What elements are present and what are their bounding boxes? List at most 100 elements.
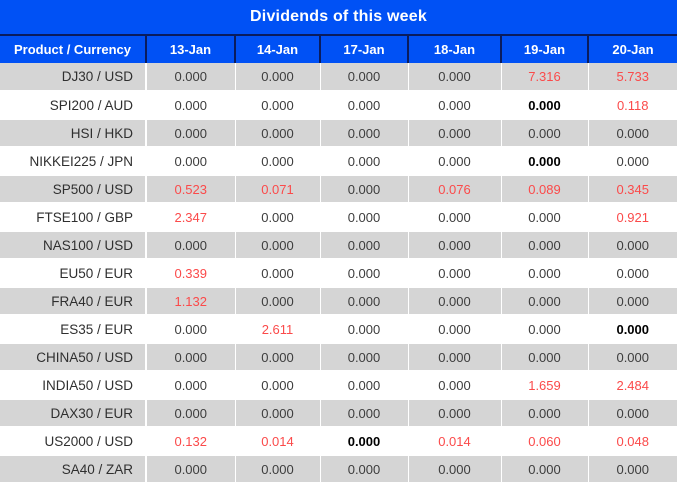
column-header-product-currency: Product / Currency (0, 34, 146, 63)
dividend-value-cell: 0.000 (500, 455, 588, 484)
product-cell: SPI200 / AUD (0, 91, 146, 120)
table-row: FTSE100 / GBP 2.347 0.000 0.000 0.000 0.000 0.… (0, 203, 677, 232)
table-row: SPI200 / AUD 0.000 0.000 0.000 0.000 0.000 0.1… (0, 91, 677, 120)
dividend-value-cell: 5.733 (587, 63, 677, 92)
dividend-value-cell: 0.000 (587, 147, 677, 176)
dividend-value-cell: 0.014 (407, 427, 501, 456)
product-cell: SP500 / USD (0, 175, 146, 204)
dividend-value-cell: 0.000 (407, 119, 501, 148)
dividend-value-cell: 0.000 (145, 371, 235, 400)
dividend-value-cell: 0.000 (407, 399, 501, 428)
table-row: FRA40 / EUR 1.132 0.000 0.000 0.000 0.000 0.00… (0, 287, 677, 316)
dividend-value-cell: 0.000 (500, 231, 588, 260)
dividend-value-cell: 0.118 (587, 91, 677, 120)
table-row: US2000 / USD 0.132 0.014 0.000 0.014 0.060 0.0… (0, 427, 677, 456)
product-cell: DAX30 / EUR (0, 399, 146, 428)
table-row: CHINA50 / USD 0.000 0.000 0.000 0.000 0.000 0.… (0, 343, 677, 372)
dividends-table: Product / Currency 13-Jan 14-Jan 17-Jan 18-J… (0, 34, 677, 484)
dividend-value-cell: 0.000 (145, 63, 235, 92)
dividend-value-cell: 0.000 (234, 63, 320, 92)
product-cell: CHINA50 / USD (0, 343, 146, 372)
dividend-value-cell: 2.611 (234, 315, 320, 344)
dividend-value-cell: 0.000 (319, 343, 408, 372)
product-cell: INDIA50 / USD (0, 371, 146, 400)
dividend-value-cell: 0.000 (500, 203, 588, 232)
dividend-value-cell: 0.000 (587, 119, 677, 148)
dividend-value-cell: 0.000 (234, 259, 320, 288)
column-header-date: 19-Jan (500, 34, 588, 63)
dividend-value-cell: 0.000 (500, 343, 588, 372)
dividend-value-cell: 0.000 (587, 315, 677, 344)
dividend-value-cell: 0.000 (407, 147, 501, 176)
product-cell: FRA40 / EUR (0, 287, 146, 316)
dividend-value-cell: 0.060 (500, 427, 588, 456)
dividend-value-cell: 0.000 (234, 343, 320, 372)
dividend-value-cell: 0.000 (145, 147, 235, 176)
product-cell: US2000 / USD (0, 427, 146, 456)
dividend-value-cell: 0.000 (145, 343, 235, 372)
dividend-value-cell: 0.000 (234, 119, 320, 148)
dividend-value-cell: 0.000 (407, 63, 501, 92)
table-body: DJ30 / USD 0.000 0.000 0.000 0.000 7.316 5.733… (0, 63, 677, 484)
table-row: SP500 / USD 0.523 0.071 0.000 0.076 0.089 0.34… (0, 175, 677, 204)
dividend-value-cell: 0.345 (587, 175, 677, 204)
dividend-value-cell: 0.000 (587, 287, 677, 316)
dividend-value-cell: 0.000 (587, 343, 677, 372)
dividend-value-cell: 2.347 (145, 203, 235, 232)
dividend-value-cell: 0.000 (234, 399, 320, 428)
dividend-value-cell: 0.000 (234, 231, 320, 260)
dividend-value-cell: 0.000 (319, 231, 408, 260)
page-title: Dividends of this week (250, 8, 427, 25)
table-row: DJ30 / USD 0.000 0.000 0.000 0.000 7.316 5.733 (0, 63, 677, 92)
dividend-value-cell: 0.000 (587, 455, 677, 484)
title-bar: Dividends of this week (0, 0, 677, 34)
dividend-value-cell: 0.000 (500, 315, 588, 344)
dividend-value-cell: 0.000 (319, 63, 408, 92)
dividend-value-cell: 0.000 (234, 287, 320, 316)
dividend-value-cell: 0.000 (500, 259, 588, 288)
dividend-value-cell: 0.000 (407, 315, 501, 344)
dividend-value-cell: 1.659 (500, 371, 588, 400)
dividend-value-cell: 0.000 (500, 119, 588, 148)
table-row: DAX30 / EUR 0.000 0.000 0.000 0.000 0.000 0.00… (0, 399, 677, 428)
product-cell: HSI / HKD (0, 119, 146, 148)
dividend-value-cell: 0.921 (587, 203, 677, 232)
product-cell: SA40 / ZAR (0, 455, 146, 484)
dividend-value-cell: 7.316 (500, 63, 588, 92)
dividend-value-cell: 0.014 (234, 427, 320, 456)
dividend-value-cell: 0.000 (145, 399, 235, 428)
dividend-value-cell: 0.000 (234, 455, 320, 484)
dividend-value-cell: 0.000 (587, 231, 677, 260)
dividend-value-cell: 0.089 (500, 175, 588, 204)
table-row: HSI / HKD 0.000 0.000 0.000 0.000 0.000 0.000 (0, 119, 677, 148)
dividend-value-cell: 0.000 (234, 203, 320, 232)
dividend-value-cell: 0.000 (319, 287, 408, 316)
dividend-value-cell: 0.000 (319, 119, 408, 148)
dividend-value-cell: 0.000 (319, 455, 408, 484)
dividend-value-cell: 0.000 (407, 203, 501, 232)
dividend-value-cell: 0.000 (407, 287, 501, 316)
table-row: NIKKEI225 / JPN 0.000 0.000 0.000 0.000 0.000… (0, 147, 677, 176)
dividend-value-cell: 0.132 (145, 427, 235, 456)
table-row: ES35 / EUR 0.000 2.611 0.000 0.000 0.000 0.000 (0, 315, 677, 344)
dividend-value-cell: 0.000 (234, 147, 320, 176)
dividend-value-cell: 0.000 (587, 259, 677, 288)
dividend-value-cell: 0.000 (500, 91, 588, 120)
table-row: SA40 / ZAR 0.000 0.000 0.000 0.000 0.000 0.000 (0, 455, 677, 484)
header-row: Product / Currency 13-Jan 14-Jan 17-Jan 18-J… (0, 34, 677, 63)
product-cell: DJ30 / USD (0, 63, 146, 92)
table-row: NAS100 / USD 0.000 0.000 0.000 0.000 0.000 0.0… (0, 231, 677, 260)
column-header-date: 20-Jan (587, 34, 677, 63)
dividend-value-cell: 0.000 (234, 91, 320, 120)
dividend-value-cell: 0.000 (407, 231, 501, 260)
column-header-date: 17-Jan (319, 34, 408, 63)
dividend-value-cell: 0.000 (319, 91, 408, 120)
dividend-value-cell: 0.000 (407, 371, 501, 400)
column-header-date: 14-Jan (234, 34, 320, 63)
dividend-value-cell: 0.076 (407, 175, 501, 204)
dividend-value-cell: 0.048 (587, 427, 677, 456)
dividend-value-cell: 0.000 (407, 259, 501, 288)
dividend-value-cell: 0.339 (145, 259, 235, 288)
dividend-value-cell: 0.000 (500, 287, 588, 316)
